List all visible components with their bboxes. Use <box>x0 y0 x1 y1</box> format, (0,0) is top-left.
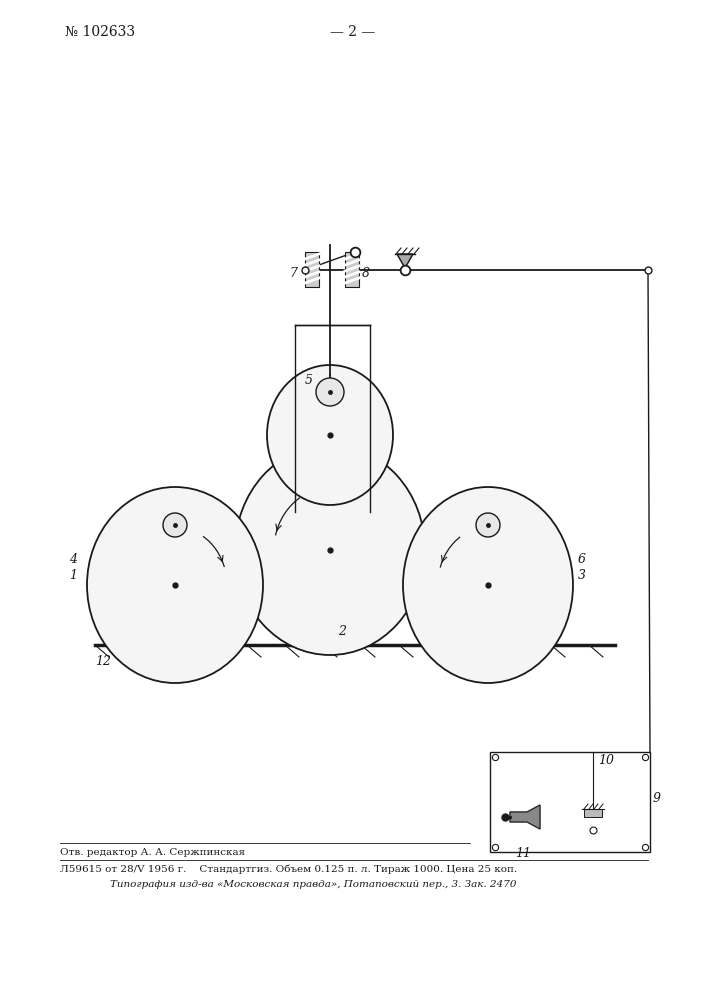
Text: — 2 —: — 2 — <box>330 25 375 39</box>
Text: Типография изд-ва «Московская правда», Потаповский пер., 3. Зак. 2470: Типография изд-ва «Московская правда», П… <box>110 880 517 889</box>
Text: 1: 1 <box>69 569 77 582</box>
Text: 6: 6 <box>578 553 586 566</box>
Bar <box>490 752 650 852</box>
Ellipse shape <box>87 487 263 683</box>
Text: 3: 3 <box>578 569 586 582</box>
Ellipse shape <box>235 445 425 655</box>
Text: 4: 4 <box>69 553 77 566</box>
Circle shape <box>476 513 500 537</box>
Circle shape <box>163 513 187 537</box>
Circle shape <box>316 378 344 406</box>
Text: 8: 8 <box>362 267 370 280</box>
Text: 11: 11 <box>515 847 531 860</box>
Text: 10: 10 <box>598 754 614 767</box>
Bar <box>305 252 319 287</box>
Text: 5: 5 <box>305 374 313 387</box>
Text: Л59615 от 28/V 1956 г.    Стандартгиз. Объем 0.125 п. л. Тираж 1000. Цена 25 коп: Л59615 от 28/V 1956 г. Стандартгиз. Объе… <box>60 865 517 874</box>
Text: № 102633: № 102633 <box>65 25 135 39</box>
Text: 12: 12 <box>95 655 111 668</box>
Bar <box>584 809 602 817</box>
Ellipse shape <box>267 365 393 505</box>
Polygon shape <box>397 254 413 268</box>
Text: Отв. редактор А. А. Сержпинская: Отв. редактор А. А. Сержпинская <box>60 848 245 857</box>
Text: 2: 2 <box>338 625 346 638</box>
Polygon shape <box>510 805 540 829</box>
Ellipse shape <box>403 487 573 683</box>
Bar <box>345 252 359 287</box>
Text: 9: 9 <box>653 792 661 805</box>
Text: 7: 7 <box>289 267 297 280</box>
